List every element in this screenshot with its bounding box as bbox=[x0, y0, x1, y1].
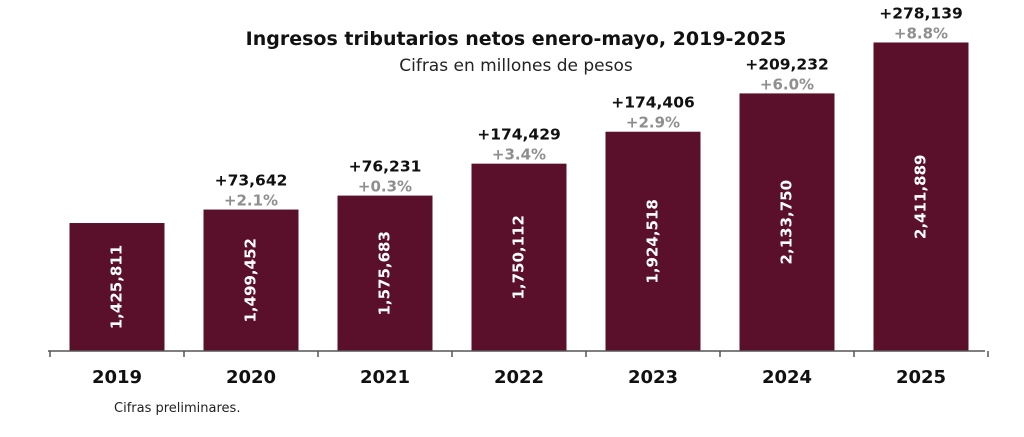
x-tick-label-2023: 2023 bbox=[628, 367, 678, 388]
bar-value-label-2020: 1,499,452 bbox=[242, 238, 260, 322]
bar-2024 bbox=[739, 93, 835, 352]
x-tick-label-2022: 2022 bbox=[494, 367, 544, 388]
percent-label-2025: +8.8% bbox=[894, 24, 948, 42]
bar-value-label-2019: 1,425,811 bbox=[108, 245, 126, 329]
bars-group: 1,425,811 1,499,452 +2.1% +73,642 1,575,683 +… bbox=[69, 4, 969, 352]
bar-2020 bbox=[203, 209, 299, 351]
increase-label-2020: +73,642 bbox=[215, 172, 288, 190]
percent-label-2022: +3.4% bbox=[492, 146, 546, 164]
percent-label-2024: +6.0% bbox=[760, 75, 814, 93]
x-tick-label-2025: 2025 bbox=[896, 367, 946, 388]
bar-value-label-2025: 2,411,889 bbox=[912, 155, 930, 239]
increase-label-2021: +76,231 bbox=[349, 158, 422, 176]
x-axis-ticks: 2019 2020 2021 2022 2023 2024 2025 bbox=[49, 351, 989, 388]
chart-title: Ingresos tributarios netos enero-mayo, 2… bbox=[246, 28, 787, 50]
bar-value-label-2024: 2,133,750 bbox=[778, 180, 796, 264]
x-tick-label-2019: 2019 bbox=[92, 367, 142, 388]
bar-value-label-2021: 1,575,683 bbox=[376, 231, 394, 315]
bar-2025 bbox=[873, 42, 969, 351]
bar-2019 bbox=[69, 223, 165, 351]
bar-value-label-2023: 1,924,518 bbox=[644, 199, 662, 283]
bar-2023 bbox=[605, 131, 701, 351]
bar-2021 bbox=[337, 195, 433, 351]
increase-label-2023: +174,406 bbox=[611, 94, 695, 112]
x-tick-label-2024: 2024 bbox=[762, 367, 812, 388]
x-tick-label-2020: 2020 bbox=[226, 367, 276, 388]
bar-2022 bbox=[471, 163, 567, 351]
increase-label-2022: +174,429 bbox=[477, 126, 561, 144]
x-tick-label-2021: 2021 bbox=[360, 367, 410, 388]
percent-label-2021: +0.3% bbox=[358, 178, 412, 196]
percent-label-2023: +2.9% bbox=[626, 114, 680, 132]
percent-label-2020: +2.1% bbox=[224, 192, 278, 210]
bar-value-label-2022: 1,750,112 bbox=[510, 215, 528, 299]
increase-label-2024: +209,232 bbox=[745, 55, 829, 73]
increase-label-2025: +278,139 bbox=[879, 4, 963, 22]
footnote: Cifras preliminares. bbox=[114, 401, 240, 416]
chart-subtitle: Cifras en millones de pesos bbox=[399, 56, 633, 76]
